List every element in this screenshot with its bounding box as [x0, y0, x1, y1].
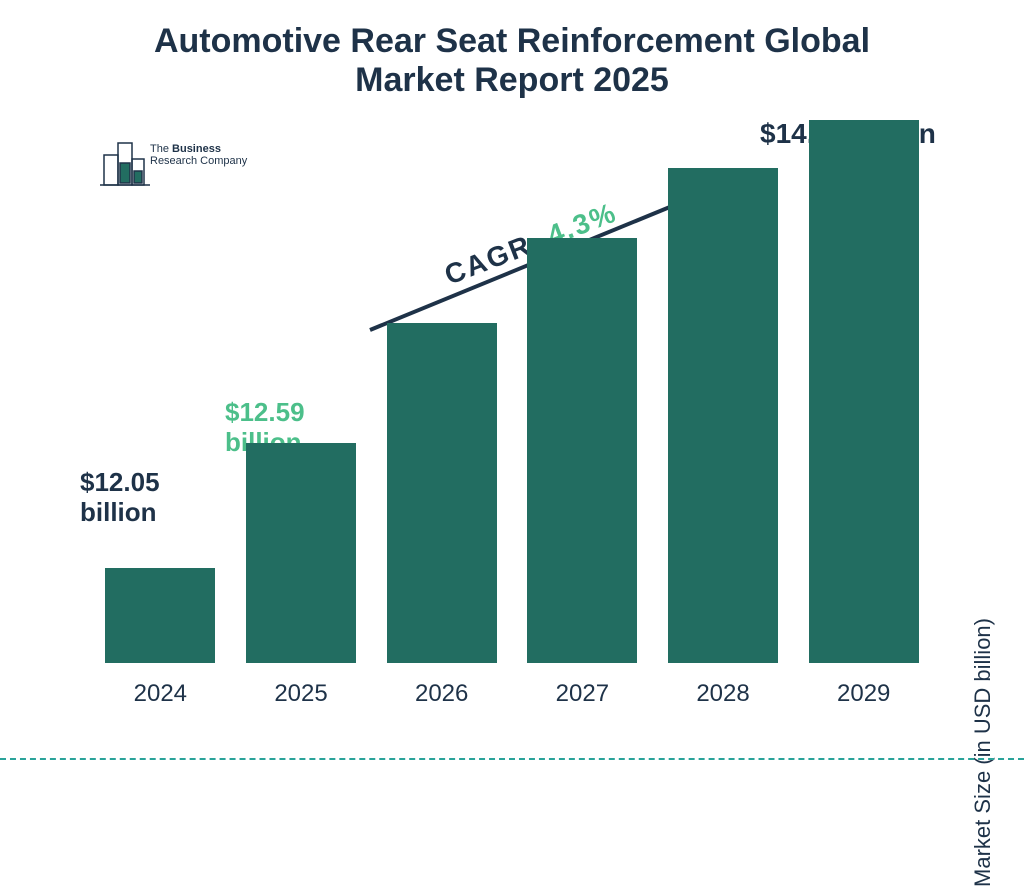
x-axis-label: 2024: [90, 680, 231, 708]
bar-slot: [231, 120, 372, 663]
chart-area: 202420252026202720282029: [80, 120, 944, 708]
x-axis-label: 2025: [231, 680, 372, 708]
chart-canvas: Automotive Rear Seat Reinforcement Globa…: [0, 0, 1024, 768]
bar: [668, 168, 778, 663]
x-axis-labels: 202420252026202720282029: [80, 680, 944, 708]
bars-container: [80, 120, 944, 663]
bar: [246, 443, 356, 663]
bar: [105, 568, 215, 663]
bar: [809, 120, 919, 663]
bar: [387, 323, 497, 663]
x-axis-label: 2028: [653, 680, 794, 708]
bar-slot: [90, 120, 231, 663]
x-axis-label: 2029: [793, 680, 934, 708]
bar-slot: [793, 120, 934, 663]
bar: [527, 238, 637, 663]
footer-dashed-line: [0, 758, 1024, 760]
bar-slot: [512, 120, 653, 663]
x-axis-label: 2026: [371, 680, 512, 708]
bar-slot: [653, 120, 794, 663]
y-axis-label: Market Size (in USD billion): [970, 618, 996, 887]
x-axis-label: 2027: [512, 680, 653, 708]
bar-slot: [371, 120, 512, 663]
